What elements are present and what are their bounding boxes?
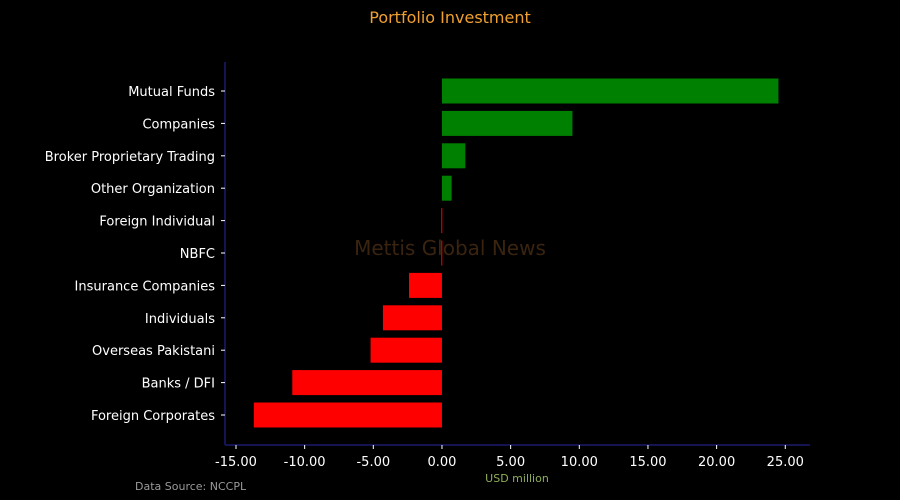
- bar-other-organization: [441, 175, 452, 201]
- y-tick-label-overseas-pakistani: Overseas Pakistani: [92, 344, 215, 359]
- y-tick-label-foreign-corporates: Foreign Corporates: [91, 409, 215, 424]
- bar-insurance-companies: [409, 272, 442, 298]
- y-tick-label-insurance-companies: Insurance Companies: [75, 279, 216, 294]
- x-tick-label: 25.00: [767, 455, 804, 470]
- bar-mutual-funds: [441, 78, 779, 104]
- x-tick-label: 10.00: [561, 455, 598, 470]
- x-tick-label: -10.00: [284, 455, 326, 470]
- y-tick-label-banks-dfi: Banks / DFI: [142, 377, 215, 392]
- y-tick-label-foreign-individual: Foreign Individual: [99, 215, 215, 230]
- bar-companies: [441, 110, 573, 136]
- source-note: Data Source: NCCPL: [135, 480, 247, 493]
- bar-overseas-pakistani: [370, 337, 442, 363]
- bar-broker-proprietary-trading: [441, 143, 466, 169]
- bars-layer: [253, 78, 779, 428]
- y-tick-label-mutual-funds: Mutual Funds: [128, 85, 215, 100]
- bar-foreign-individual: [441, 208, 443, 234]
- bar-foreign-corporates: [253, 402, 442, 428]
- x-tick-label: 15.00: [629, 455, 666, 470]
- y-tick-label-companies: Companies: [142, 117, 215, 132]
- x-tick-label: 5.00: [496, 455, 525, 470]
- bar-individuals: [382, 305, 442, 331]
- bar-banks-dfi: [292, 370, 442, 396]
- y-tick-label-other-organization: Other Organization: [91, 182, 215, 197]
- y-tick-label-nbfc: NBFC: [180, 247, 215, 262]
- ticks-layer: Mutual Funds Companies Broker Proprietary …: [45, 85, 804, 470]
- watermark: Mettis Global News: [354, 236, 546, 260]
- y-tick-label-broker-proprietary-trading: Broker Proprietary Trading: [45, 150, 215, 165]
- x-tick-label: 0.00: [427, 455, 456, 470]
- bar-nbfc: [441, 240, 443, 266]
- x-tick-label: -5.00: [356, 455, 390, 470]
- x-axis-title: USD million: [485, 472, 549, 485]
- x-tick-label: -15.00: [215, 455, 257, 470]
- chart-title: Portfolio Investment: [369, 8, 531, 27]
- x-tick-label: 20.00: [698, 455, 735, 470]
- y-tick-label-individuals: Individuals: [145, 312, 215, 327]
